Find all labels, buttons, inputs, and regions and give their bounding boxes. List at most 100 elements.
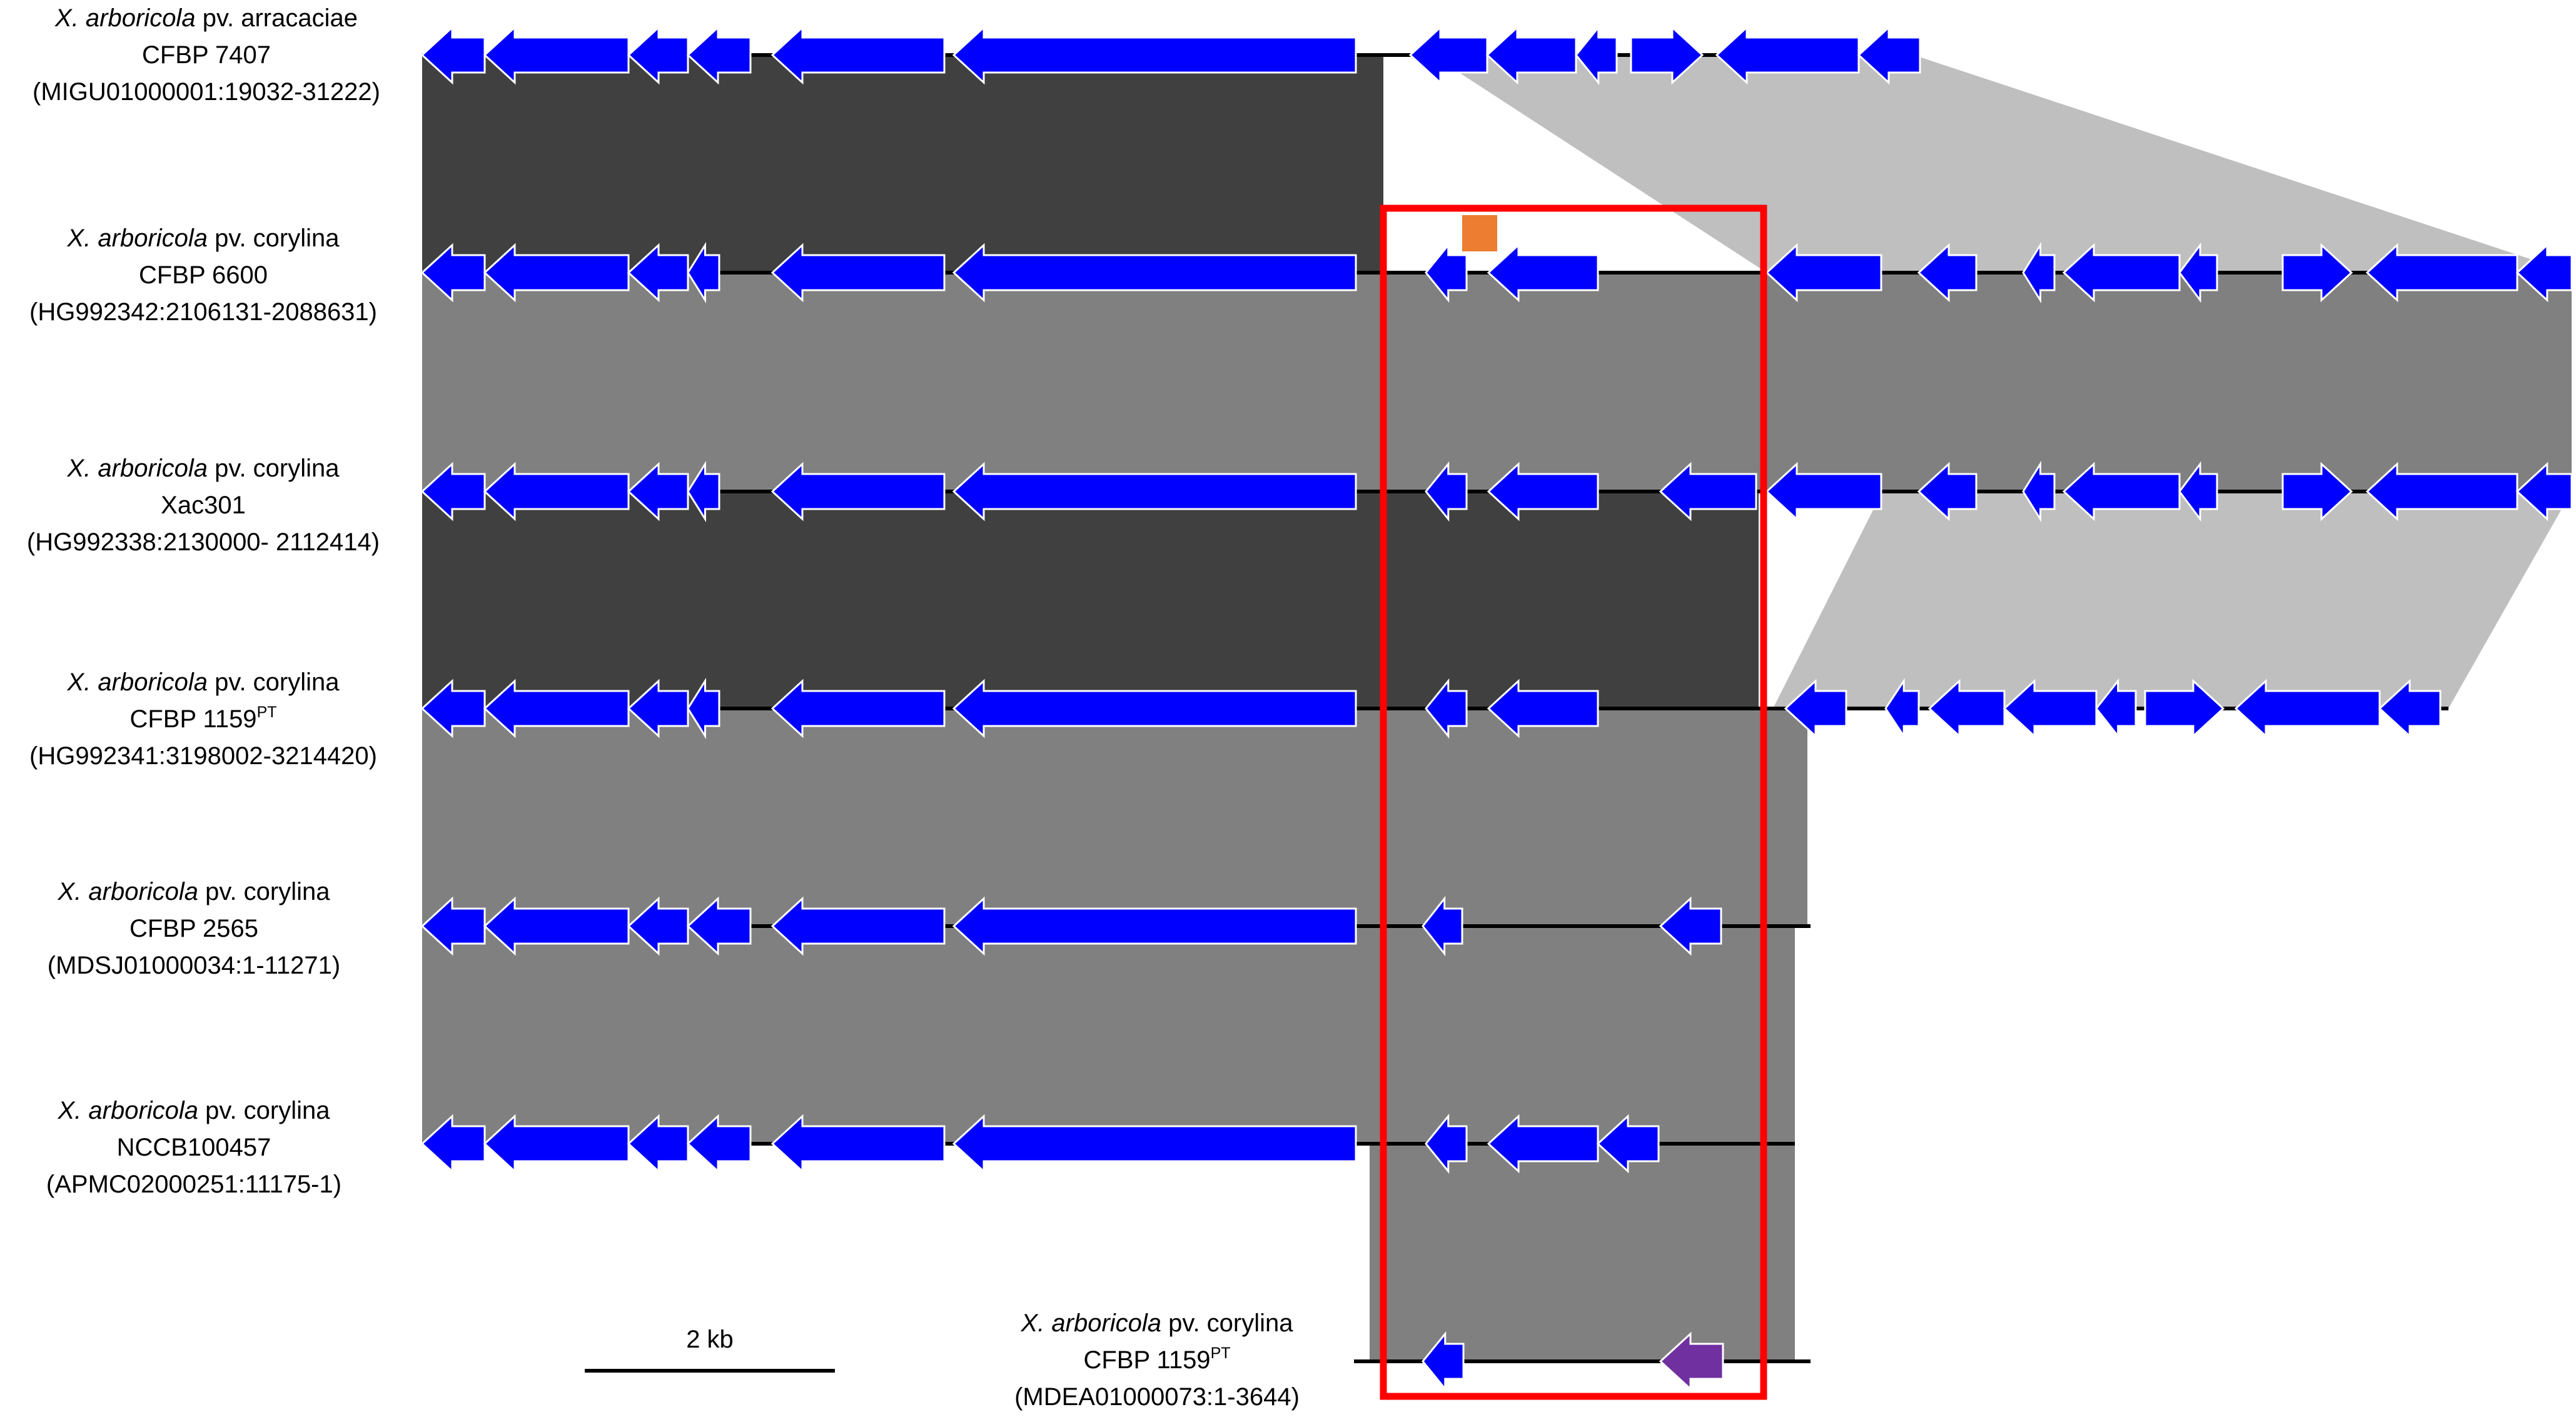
pathovar: pv. corylina (215, 224, 340, 252)
gene-arrow-t4-8 (1487, 678, 1599, 739)
species-name: X. arboricola (58, 1097, 199, 1124)
scale-bar-label: 2 kb (686, 1326, 734, 1353)
pathovar: pv. corylina (215, 668, 340, 696)
gene-arrow-t3-8 (1487, 461, 1599, 522)
gene-arrow-t5-4 (686, 896, 752, 956)
band-t3-t4-right (1773, 492, 2572, 708)
pathovar: pv. corylina (215, 455, 340, 482)
gene-arrow-t3-11 (1917, 461, 1977, 522)
gene-arrow-t4-6 (952, 678, 1357, 739)
gene-arrow-t4-14 (2144, 678, 2225, 739)
strain-name: Xac301 (161, 492, 246, 519)
gene-arrow-t5-5 (770, 896, 946, 956)
gene-arrow-t6-4 (686, 1114, 752, 1174)
gene-arrow-t5-8 (1659, 896, 1722, 956)
gene-arrow-t3-6 (952, 461, 1357, 522)
gene-arrow-t2-14 (2281, 243, 2353, 303)
orange-marker (1462, 215, 1497, 251)
strain-name: CFBP 2565 (129, 915, 259, 942)
band-t2-t3 (422, 273, 2572, 492)
gene-arrow-t4-7 (1425, 678, 1468, 739)
gene-arrow-t4-10 (1884, 678, 1920, 739)
gene-arrow-t6-7 (1425, 1113, 1468, 1174)
pathovar: pv. corylina (205, 1097, 330, 1124)
gene-arrow-t2-11 (2022, 241, 2056, 304)
accession: (APMC02000251:11175-1) (46, 1171, 342, 1198)
accession: (HG992338:2130000- 2112414) (26, 528, 380, 556)
track-label-t5: X. arboricola pv. corylina CFBP 2565 (MD… (0, 874, 388, 984)
strain-superscript: PT (1210, 1344, 1231, 1362)
gene-arrow-t7-purple (1659, 1331, 1724, 1391)
pathovar: pv. arracaciae (202, 4, 358, 32)
species-name: X. arboricola (1021, 1309, 1162, 1337)
strain-name: CFBP 7407 (141, 41, 271, 69)
gene-arrow-t3-9 (1659, 461, 1757, 522)
gene-arrow-t2-7 (1425, 242, 1468, 303)
band-t1-t2-left (422, 55, 1383, 273)
gene-arrow-t3-17 (2515, 461, 2573, 522)
accession: (HG992342:2106131-2088631) (29, 298, 377, 326)
gene-arrow-t2-6 (952, 243, 1357, 303)
gene-arrow-t3-10 (1765, 461, 1882, 522)
gene-arrow-t6-9 (1596, 1114, 1660, 1174)
species-name: X. arboricola (55, 4, 196, 32)
gene-arrow-t1-5 (770, 25, 946, 85)
species-name: X. arboricola (67, 668, 208, 696)
species-name: X. arboricola (67, 455, 208, 482)
accession: (MIGU01000001:19032-31222) (33, 78, 380, 106)
band-t4-t5 (422, 708, 1807, 926)
band-t5-t6 (422, 926, 1795, 1144)
gene-arrow-t3-4 (687, 460, 720, 523)
highlight-box (1380, 204, 1767, 1400)
gene-arrow-t2-8 (1487, 243, 1599, 303)
accession: (MDSJ01000034:1-11271) (47, 952, 341, 979)
track-label-t7: X. arboricola pv. corylina CFBP 1159PT (… (972, 1305, 1341, 1416)
strain-name: CFBP 1159 (1083, 1346, 1211, 1374)
strain-name: NCCB100457 (116, 1134, 271, 1161)
strain-name: CFBP 6600 (138, 261, 268, 289)
gene-arrow-t7-1 (1422, 1331, 1465, 1392)
gene-arrow-t1-12 (1857, 25, 1921, 85)
gene-arrow-t4-16 (2378, 678, 2442, 739)
accession: (HG992341:3198002-3214420) (29, 742, 377, 770)
strain-name: CFBP 1159 (129, 705, 257, 733)
gene-arrow-t4-9 (1784, 678, 1847, 739)
synteny-bands (422, 55, 2572, 1361)
gene-arrow-t4-13 (2095, 678, 2137, 739)
gene-arrow-t1-9 (1575, 24, 1618, 86)
accession: (MDEA01000073:1-3644) (1014, 1383, 1300, 1411)
pathovar: pv. corylina (205, 878, 330, 905)
gene-arrow-t2-13 (2178, 242, 2218, 303)
band-t1-t2-right (1432, 55, 2572, 273)
gene-arrow-t3-14 (2178, 461, 2218, 522)
strain-superscript: PT (256, 703, 277, 721)
gene-arrow-t1-4 (686, 25, 752, 85)
gene-arrow-t6-6 (952, 1114, 1357, 1174)
gene-arrow-t2-9 (1765, 243, 1882, 303)
gene-arrow-t2-4 (687, 241, 720, 304)
gene-arrow-t3-15 (2281, 461, 2353, 522)
gene-arrow-t3-7 (1425, 461, 1468, 522)
genes (420, 24, 2573, 1392)
track-label-t1: X. arboricola pv. arracaciae CFBP 7407 (… (0, 0, 413, 111)
gene-arrow-t1-10 (1630, 25, 1704, 85)
gene-arrow-t6-5 (770, 1114, 946, 1174)
gene-arrow-t1-6 (952, 25, 1357, 85)
gene-arrow-t2-10 (1917, 243, 1977, 303)
gene-arrow-t2-5 (770, 243, 946, 303)
gene-arrow-t2-16 (2515, 243, 2573, 303)
gene-arrow-t5-7 (1422, 895, 1463, 957)
overlay (585, 204, 1767, 1400)
track-label-t3: X. arboricola pv. corylina Xac301 (HG992… (0, 450, 407, 561)
band-t3-t4-left (422, 492, 1759, 708)
track-label-t4: X. arboricola pv. corylina CFBP 1159PT (… (0, 664, 407, 775)
gene-arrow-t4-4 (687, 677, 720, 740)
species-name: X. arboricola (67, 224, 208, 252)
gene-arrow-t3-5 (770, 461, 946, 522)
gene-arrow-t5-6 (952, 896, 1357, 956)
track-label-t2: X. arboricola pv. corylina CFBP 6600 (HG… (0, 220, 407, 331)
track-label-t6: X. arboricola pv. corylina NCCB100457 (A… (0, 1092, 388, 1203)
gene-arrow-t4-5 (770, 678, 946, 739)
